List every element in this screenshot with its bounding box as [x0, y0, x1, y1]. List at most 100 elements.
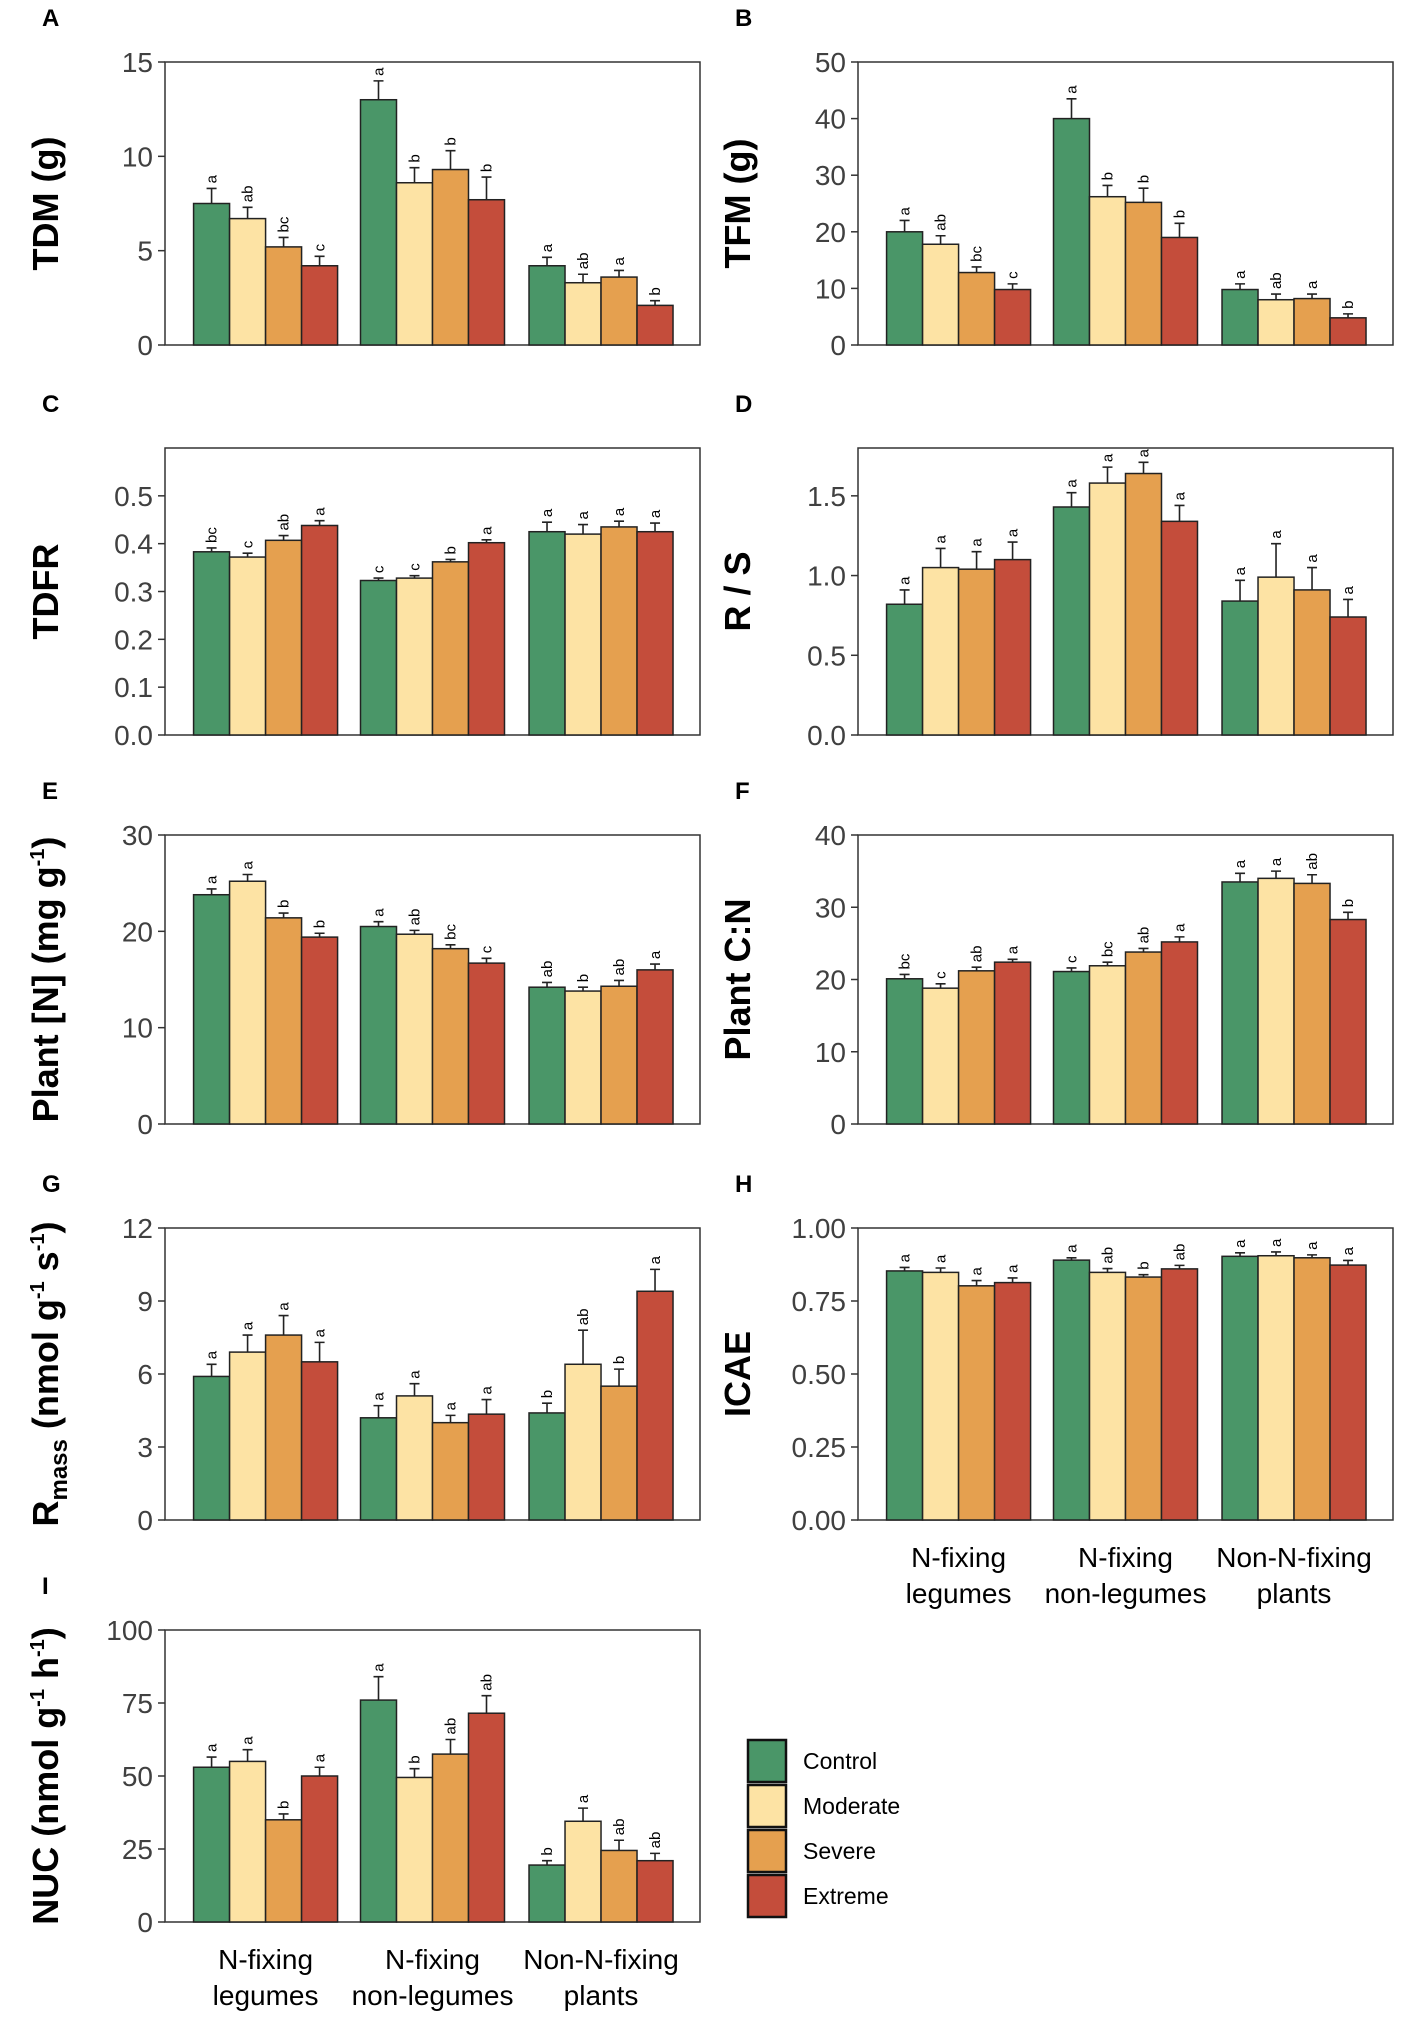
panel-I-category-label: Non-N-fixing	[523, 1944, 679, 1975]
panel-H-sig-letter: a	[1304, 1241, 1321, 1250]
panel-C-bar-moderate-1	[228, 556, 267, 736]
legend-swatch-severe	[746, 1828, 788, 1874]
panel-G-sig-letter: a	[371, 1392, 388, 1401]
panel-E-errorbar-extreme-3	[650, 963, 661, 970]
panel-I-bar-moderate-1	[228, 1760, 267, 1923]
panel-D-sig-letter: a	[1100, 453, 1117, 462]
panel-G-letter: G	[42, 1171, 61, 1198]
panel-A-bar-control-1	[192, 202, 231, 346]
panel-I-category-label: N-fixing	[385, 1944, 480, 1975]
panel-C-ytick-label: 0.2	[114, 624, 153, 655]
panel-G-sig-letter: a	[276, 1302, 293, 1311]
panel-E-errorbar-control-1	[206, 888, 217, 895]
panel-B-ylabel: TFM (g)	[717, 139, 758, 269]
panel-I-sig-letter: b	[407, 1755, 424, 1763]
panel-H-category-label: non-legumes	[1045, 1578, 1207, 1609]
panel-F-ytick-label: 30	[815, 892, 846, 923]
panel-E-sig-letter: bc	[443, 923, 460, 939]
panel-I-bar-severe-1	[264, 1819, 303, 1923]
panel-F-sig-letter: c	[933, 971, 950, 979]
panel-H-bar-severe-1	[957, 1285, 996, 1521]
panel-E-bar-extreme-3	[636, 969, 674, 1125]
panel-A-errorbar-moderate-3	[578, 273, 589, 283]
panel-D-sig-letter: a	[1172, 491, 1189, 500]
panel-I-bar-control-3	[528, 1864, 566, 1923]
panel-A-bar-control-2	[359, 98, 398, 346]
panel-B-sig-letter: a	[897, 206, 914, 215]
panel-D-ytick-label: 1.5	[807, 481, 846, 512]
panel-B-bar-moderate-2	[1088, 195, 1127, 346]
panel-A-errorbar-control-3	[542, 256, 553, 266]
panel-H-errorbar-severe-2	[1138, 1273, 1149, 1278]
panel-I-sig-letter: b	[539, 1847, 556, 1855]
panel-E-errorbar-moderate-1	[242, 873, 253, 882]
panel-I-sig-letter: a	[240, 1736, 257, 1745]
panel-F-bar-extreme-2	[1160, 941, 1199, 1125]
panel-A-bar-moderate-1	[228, 217, 267, 346]
panel-C-ytick-label: 0.5	[114, 481, 153, 512]
panel-B-sig-letter: c	[1005, 271, 1022, 279]
panel-E-sig-letter: ab	[539, 961, 556, 978]
panel-C-bar-control-1	[192, 551, 231, 736]
panel-H-errorbar-control-2	[1066, 1256, 1077, 1261]
panel-H-errorbar-severe-3	[1307, 1254, 1318, 1258]
panel-F-errorbar-control-1	[899, 973, 910, 979]
panel-E-bar-severe-2	[431, 947, 470, 1125]
panel-H-errorbar-extreme-2	[1174, 1264, 1185, 1269]
panel-G-ytick-label: 12	[122, 1213, 153, 1244]
panel-I-bar-extreme-1	[300, 1775, 339, 1923]
panel-B-errorbar-moderate-1	[935, 234, 946, 245]
panel-C-errorbar-severe-1	[278, 534, 289, 541]
panel-B-bar-severe-3	[1293, 297, 1331, 346]
panel-D-bar-moderate-2	[1088, 482, 1127, 736]
panel-H-errorbar-moderate-2	[1102, 1267, 1113, 1273]
panel-G-sig-letter: a	[312, 1328, 329, 1337]
panel-B-errorbar-control-3	[1235, 283, 1246, 290]
panel-G-bar-control-1	[192, 1375, 231, 1521]
panel-B-bar-extreme-1	[993, 288, 1032, 346]
panel-I-errorbar-control-1	[206, 1756, 217, 1768]
panel-A-sig-letter: b	[647, 287, 664, 295]
panel-F-errorbar-extreme-2	[1174, 936, 1185, 942]
panel-E-sig-letter: ab	[407, 909, 424, 926]
panel-D-sig-letter: a	[933, 534, 950, 543]
panel-E-ytick-label: 0	[137, 1109, 153, 1140]
panel-F-bar-moderate-1	[921, 987, 960, 1125]
panel-C-bar-moderate-3	[564, 533, 602, 736]
panel-D-errorbar-extreme-3	[1343, 598, 1354, 618]
panel-D-bar-moderate-3	[1257, 576, 1295, 736]
panel-C-errorbar-extreme-1	[314, 519, 325, 526]
panel-A-sig-letter: b	[407, 154, 424, 162]
panel-F-ytick-label: 0	[830, 1109, 846, 1140]
panel-G-errorbar-extreme-2	[481, 1398, 492, 1415]
legend-label-control: Control	[803, 1748, 877, 1774]
panel-A-bar-control-3	[528, 265, 566, 346]
panel-F-bar-severe-1	[957, 970, 996, 1125]
panel-H-bar-control-3	[1221, 1255, 1259, 1521]
panel-F-sig-letter: a	[1232, 859, 1249, 868]
panel-H-sig-letter: a	[1268, 1238, 1285, 1247]
panel-A-bar-extreme-2	[467, 198, 506, 346]
panel-F-bar-extreme-3	[1329, 918, 1367, 1125]
panel-D-errorbar-moderate-3	[1271, 542, 1282, 578]
panel-H-ytick-label: 0.50	[792, 1359, 847, 1390]
panel-E-errorbar-severe-1	[278, 912, 289, 918]
legend-swatch-moderate	[746, 1783, 788, 1829]
panel-G-sig-letter: b	[611, 1356, 628, 1364]
panel-I-category-label: non-legumes	[352, 1980, 514, 2011]
panel-H-sig-letter: a	[969, 1267, 986, 1276]
panel-B-ytick-label: 30	[815, 160, 846, 191]
panel-B-errorbar-control-2	[1066, 97, 1077, 119]
panel-C-ylabel: TDFR	[25, 544, 66, 640]
panel-C-errorbar-control-3	[542, 521, 553, 532]
panel-D-errorbar-extreme-1	[1007, 541, 1018, 560]
panel-I-bar-severe-3	[600, 1849, 638, 1923]
panel-H-sig-letter: a	[1340, 1246, 1357, 1255]
panel-H-errorbar-moderate-1	[935, 1267, 946, 1273]
panel-I-sig-letter: ab	[647, 1832, 664, 1849]
panel-A-letter: A	[42, 5, 59, 32]
panel-C-letter: C	[42, 391, 59, 418]
panel-H-sig-letter: ab	[1100, 1247, 1117, 1264]
panel-F-sig-letter: a	[1268, 857, 1285, 866]
panel-F-errorbar-severe-1	[971, 966, 982, 971]
